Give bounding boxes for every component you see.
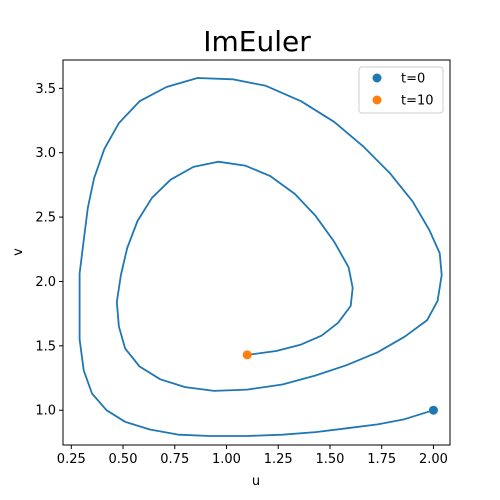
y-tick-label: 2.0	[35, 275, 56, 290]
y-tick-label: 2.5	[35, 211, 56, 226]
x-tick-label: 1.00	[212, 452, 241, 467]
x-axis-label: u	[252, 474, 260, 489]
marker-t-0	[428, 405, 438, 415]
x-tick-label: 0.25	[57, 452, 86, 467]
y-tick-label: 1.0	[35, 404, 56, 419]
x-tick-label: 2.00	[419, 452, 448, 467]
marker-t-10	[242, 350, 252, 360]
y-tick-label: 3.5	[35, 82, 56, 97]
legend-label: t=0	[401, 72, 425, 87]
x-tick-label: 0.75	[160, 452, 189, 467]
legend-marker	[372, 73, 382, 83]
y-axis-label: v	[11, 248, 26, 256]
y-axis: 1.0 1.5 2.0 2.5 3.0 3.5	[35, 82, 63, 419]
legend-marker	[372, 95, 382, 105]
chart-title: ImEuler	[203, 25, 311, 58]
y-tick-label: 3.0	[35, 146, 56, 161]
x-tick-label: 0.50	[109, 452, 138, 467]
legend-label: t=10	[401, 94, 434, 109]
plot-frame	[62, 59, 451, 446]
x-tick-label: 1.75	[367, 452, 396, 467]
legend: t=0 t=10	[358, 66, 444, 114]
x-tick-label: 1.50	[315, 452, 344, 467]
trajectory-line	[78, 77, 443, 437]
y-tick-label: 1.5	[35, 339, 56, 354]
x-axis: 0.25 0.50 0.75 1.00 1.25 1.50 1.75 2.00	[57, 445, 448, 467]
x-tick-label: 1.25	[264, 452, 293, 467]
